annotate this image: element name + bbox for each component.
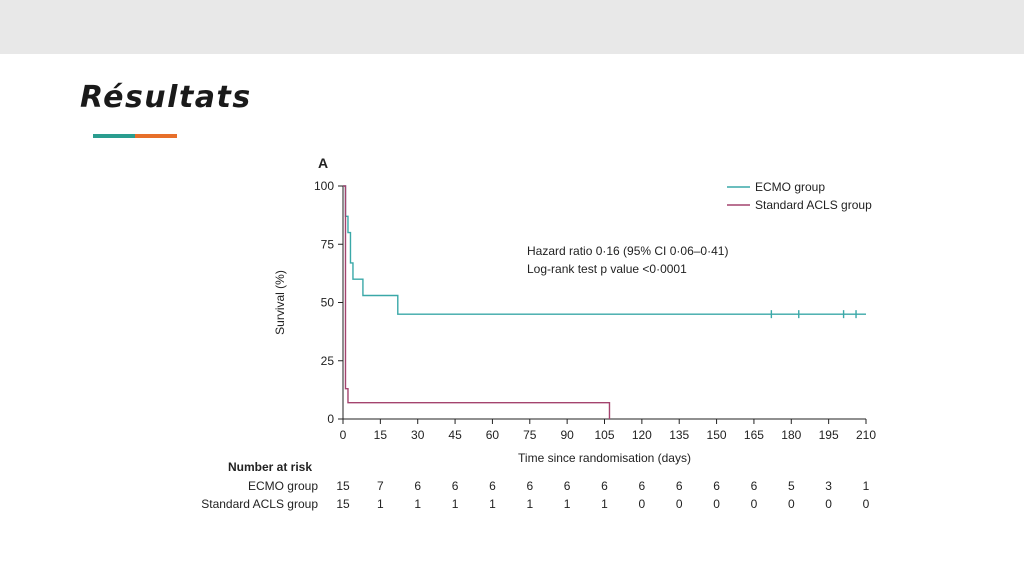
- legend-label: ECMO group: [755, 180, 825, 194]
- annotation-text: Log-rank test p value <0·0001: [527, 262, 687, 276]
- risk-row-label: Standard ACLS group: [201, 497, 318, 511]
- risk-count: 1: [377, 497, 384, 511]
- risk-count: 0: [825, 497, 832, 511]
- risk-count: 6: [526, 479, 533, 493]
- risk-count: 6: [601, 479, 608, 493]
- risk-row-label: ECMO group: [248, 479, 318, 493]
- risk-count: 0: [713, 497, 720, 511]
- y-tick-label: 50: [321, 296, 335, 310]
- chart-legend: ECMO group Standard ACLS group: [727, 180, 872, 212]
- risk-count: 6: [414, 479, 421, 493]
- risk-count: 6: [676, 479, 683, 493]
- x-tick-label: 15: [374, 428, 388, 442]
- slide-title: Résultats: [80, 80, 252, 115]
- risk-table: Number at risk ECMO group 15 7 6 6 6 6 6 6 6 6 6 6 5 3 1…: [201, 460, 869, 511]
- x-tick-label: 135: [669, 428, 689, 442]
- risk-table-title: Number at risk: [228, 460, 312, 474]
- risk-count: 6: [564, 479, 571, 493]
- risk-count: 0: [863, 497, 870, 511]
- y-tick-label: 25: [321, 354, 335, 368]
- x-tick-label: 105: [594, 428, 614, 442]
- risk-count: 6: [452, 479, 459, 493]
- risk-count: 7: [377, 479, 384, 493]
- risk-count: 15: [336, 497, 350, 511]
- risk-count: 1: [601, 497, 608, 511]
- risk-count: 1: [489, 497, 496, 511]
- risk-count: 0: [751, 497, 758, 511]
- risk-count: 1: [863, 479, 870, 493]
- risk-count: 0: [676, 497, 683, 511]
- y-axis-label: Survival (%): [273, 270, 287, 335]
- chart-annotations: Hazard ratio 0·16 (95% CI 0·06–0·41) Log-…: [527, 244, 728, 276]
- annotation-text: Hazard ratio 0·16 (95% CI 0·06–0·41): [527, 244, 728, 258]
- risk-count: 1: [564, 497, 571, 511]
- risk-count: 6: [713, 479, 720, 493]
- x-tick-label: 45: [448, 428, 462, 442]
- accent-bar-orange: [135, 134, 177, 138]
- header-band: [0, 0, 1024, 54]
- y-tick-label: 0: [327, 412, 334, 426]
- x-tick-label: 0: [340, 428, 347, 442]
- x-tick-label: 195: [819, 428, 839, 442]
- x-tick-label: 90: [560, 428, 574, 442]
- x-tick-label: 150: [707, 428, 727, 442]
- risk-count: 15: [336, 479, 350, 493]
- series-line-1: [343, 185, 611, 419]
- accent-bar-teal: [93, 134, 135, 138]
- risk-count: 6: [751, 479, 758, 493]
- x-tick-label: 210: [856, 428, 876, 442]
- legend-label: Standard ACLS group: [755, 198, 872, 212]
- risk-count: 5: [788, 479, 795, 493]
- chart-axes: 0 25 50 75 100 0 15 30 45 60 75 90 105 120 135 150 165 18…: [273, 155, 876, 465]
- risk-count: 0: [639, 497, 646, 511]
- y-tick-label: 75: [321, 237, 335, 251]
- x-tick-label: 60: [486, 428, 500, 442]
- x-tick-label: 75: [523, 428, 537, 442]
- x-tick-label: 180: [781, 428, 801, 442]
- chart-series: [343, 185, 866, 419]
- x-tick-label: 120: [632, 428, 652, 442]
- y-tick-label: 100: [314, 179, 334, 193]
- panel-label: A: [318, 155, 328, 171]
- x-tick-label: 30: [411, 428, 425, 442]
- x-tick-label: 165: [744, 428, 764, 442]
- risk-count: 6: [489, 479, 496, 493]
- risk-count: 3: [825, 479, 832, 493]
- risk-count: 6: [639, 479, 646, 493]
- risk-count: 1: [452, 497, 459, 511]
- risk-count: 1: [414, 497, 421, 511]
- risk-count: 1: [526, 497, 533, 511]
- risk-count: 0: [788, 497, 795, 511]
- x-axis-label: Time since randomisation (days): [518, 451, 691, 465]
